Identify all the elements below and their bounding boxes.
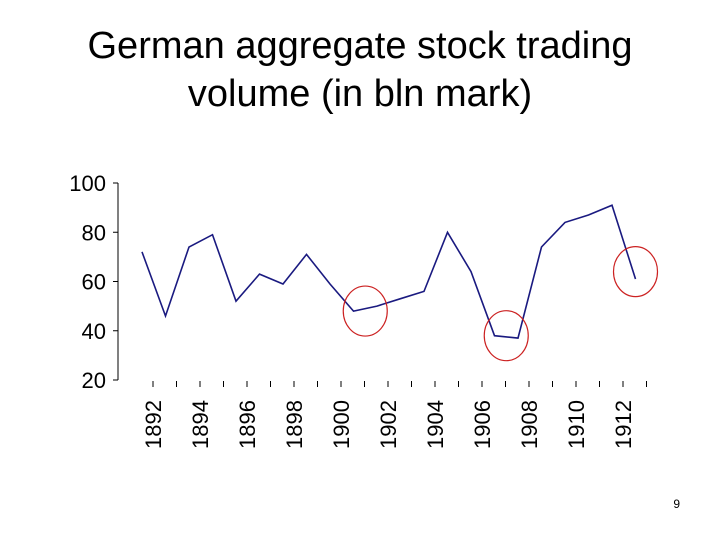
x-tick-label: 1904 [423,400,448,449]
x-tick-label: 1896 [235,400,260,449]
y-tick-label: 60 [82,270,106,295]
chart-title: German aggregate stock trading volume (i… [0,22,720,118]
y-tick-label: 40 [82,319,106,344]
page-number: 9 [673,497,680,511]
highlight-circle [483,310,529,362]
x-tick-label: 1894 [188,400,213,449]
x-tick-label: 1906 [470,400,495,449]
x-tick-label: 1892 [141,400,166,449]
x-tick-label: 1898 [282,400,307,449]
x-tick-label: 1908 [517,400,542,449]
chart-title-line-2: volume (in bln mark) [187,73,533,115]
x-tick-label: 1900 [329,400,354,449]
x-tick-label: 1912 [611,400,636,449]
chart-title-line-1: German aggregate stock trading [87,25,633,67]
y-tick-label: 20 [82,368,106,393]
x-tick-label: 1910 [564,400,589,449]
series-line [141,204,637,339]
highlight-circle [342,285,388,337]
highlight-circle [612,246,659,298]
x-tick-label: 1902 [376,400,401,449]
y-tick-label: 100 [69,171,106,196]
y-tick-label: 80 [82,220,106,245]
